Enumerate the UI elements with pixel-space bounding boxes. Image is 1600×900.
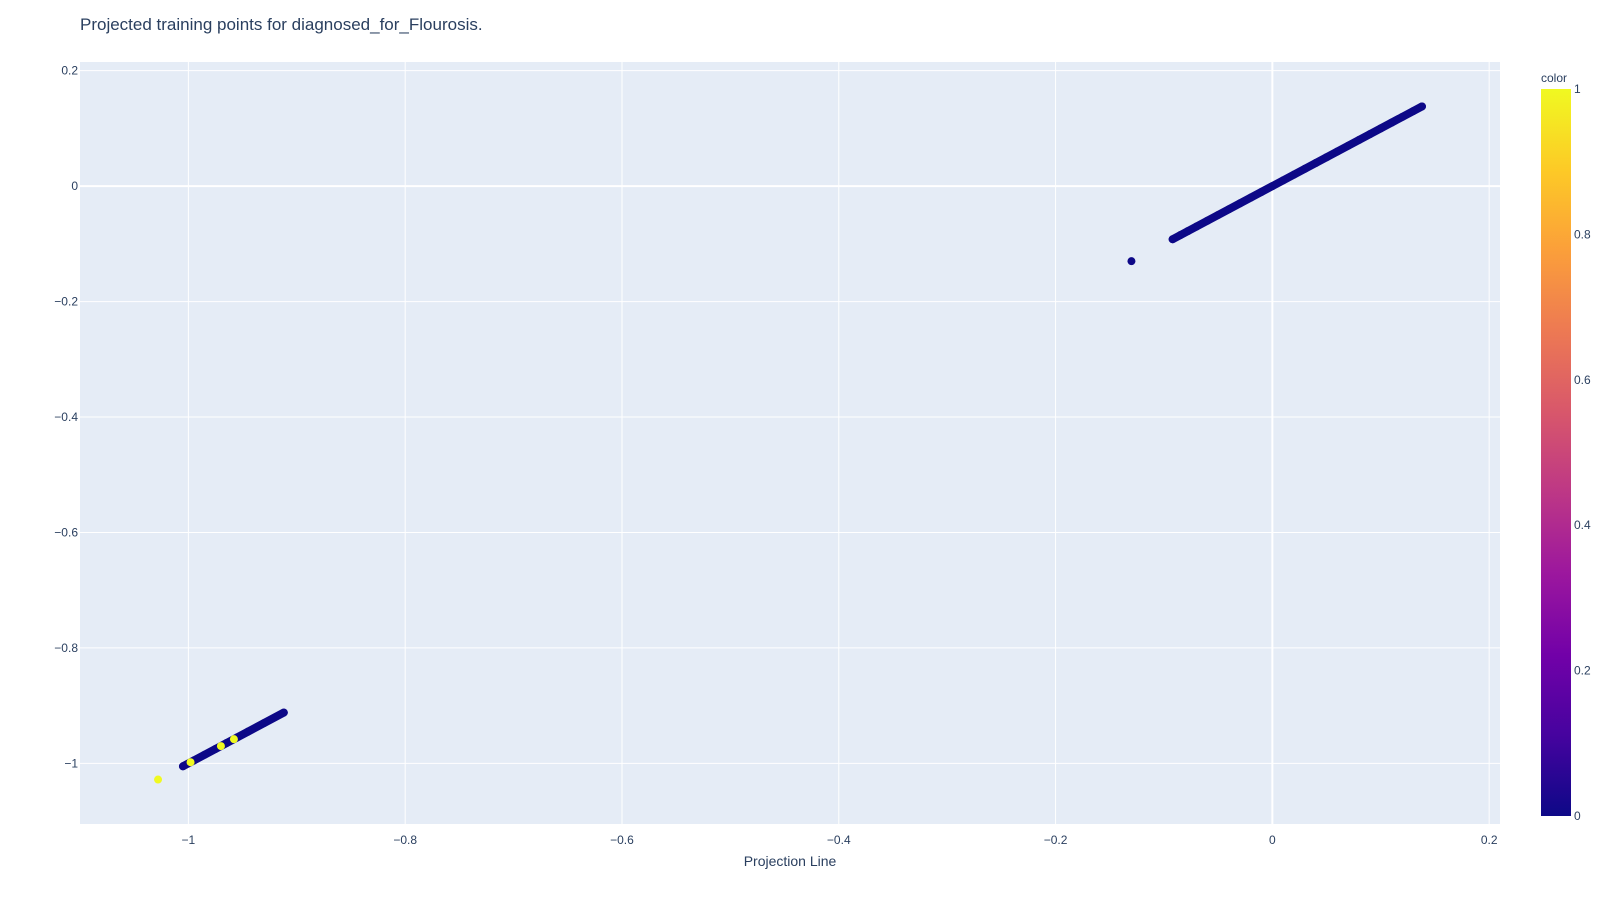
data-point xyxy=(154,775,163,784)
data-point xyxy=(1300,164,1309,173)
y-tick-label: 0.2 xyxy=(61,64,78,78)
data-point xyxy=(1168,235,1177,244)
data-point xyxy=(1417,102,1426,111)
colorbar-tick-label: 0 xyxy=(1574,809,1581,823)
data-point xyxy=(1192,222,1201,231)
x-tick-label: 0 xyxy=(1269,833,1276,847)
y-tick-label: −0.2 xyxy=(54,295,78,309)
colorbar-ticks: 0 0.2 0.4 0.6 0.8 1 xyxy=(1574,82,1591,823)
y-tick-label: −0.8 xyxy=(54,641,78,655)
x-axis-ticks: −1 −0.8 −0.6 −0.4 −0.2 0 0.2 xyxy=(182,833,1498,847)
data-point xyxy=(186,758,195,767)
data-point xyxy=(1322,153,1331,162)
data-point xyxy=(1225,205,1234,214)
data-point xyxy=(1387,118,1396,127)
data-point xyxy=(1183,227,1192,236)
data-point xyxy=(1290,170,1299,179)
data-point xyxy=(1203,216,1212,225)
data-point xyxy=(178,762,187,771)
data-point xyxy=(1344,141,1353,150)
data-point xyxy=(1333,147,1342,156)
colorbar-tick-label: 0.8 xyxy=(1574,227,1591,241)
data-point xyxy=(1311,159,1320,168)
y-tick-label: −1 xyxy=(64,756,78,770)
y-tick-label: −0.6 xyxy=(54,525,78,539)
data-point xyxy=(279,708,288,717)
x-tick-label: −0.4 xyxy=(827,833,851,847)
x-tick-label: −0.6 xyxy=(610,833,634,847)
data-point xyxy=(1214,210,1223,219)
gridlines xyxy=(80,62,1500,824)
x-tick-label: −1 xyxy=(182,833,196,847)
colorbar-tick-label: 0.4 xyxy=(1574,518,1591,532)
colorbar-tick-label: 0.2 xyxy=(1574,664,1591,678)
data-point xyxy=(1279,176,1288,185)
y-tick-label: 0 xyxy=(71,179,78,193)
y-tick-label: −0.4 xyxy=(54,410,78,424)
data-point xyxy=(1176,231,1185,240)
data-point xyxy=(244,727,253,736)
data-point xyxy=(1409,107,1418,116)
x-tick-label: 0.2 xyxy=(1481,833,1498,847)
data-point xyxy=(1355,135,1364,144)
colorbar-tick-label: 0.6 xyxy=(1574,373,1591,387)
data-point xyxy=(1398,112,1407,121)
x-tick-label: −0.8 xyxy=(393,833,417,847)
data-point xyxy=(1257,187,1266,196)
data-point xyxy=(1246,193,1255,202)
data-point xyxy=(1127,257,1136,266)
y-axis-ticks: 0.2 0 −0.2 −0.4 −0.6 −0.8 −1 xyxy=(54,64,78,771)
data-point xyxy=(216,742,225,751)
chart-title: Projected training points for diagnosed_… xyxy=(80,15,483,34)
x-axis-title: Projection Line xyxy=(744,853,837,869)
data-points xyxy=(154,102,1426,784)
x-tick-label: −0.2 xyxy=(1044,833,1068,847)
data-point xyxy=(1268,182,1277,191)
colorbar-tick-label: 1 xyxy=(1574,82,1581,96)
data-point xyxy=(200,750,209,759)
data-point xyxy=(229,735,238,744)
data-point xyxy=(260,718,269,727)
data-point xyxy=(1376,124,1385,133)
colorbar xyxy=(1541,89,1571,816)
colorbar-title: color xyxy=(1541,71,1567,85)
data-point xyxy=(1235,199,1244,208)
data-point xyxy=(1365,130,1374,139)
